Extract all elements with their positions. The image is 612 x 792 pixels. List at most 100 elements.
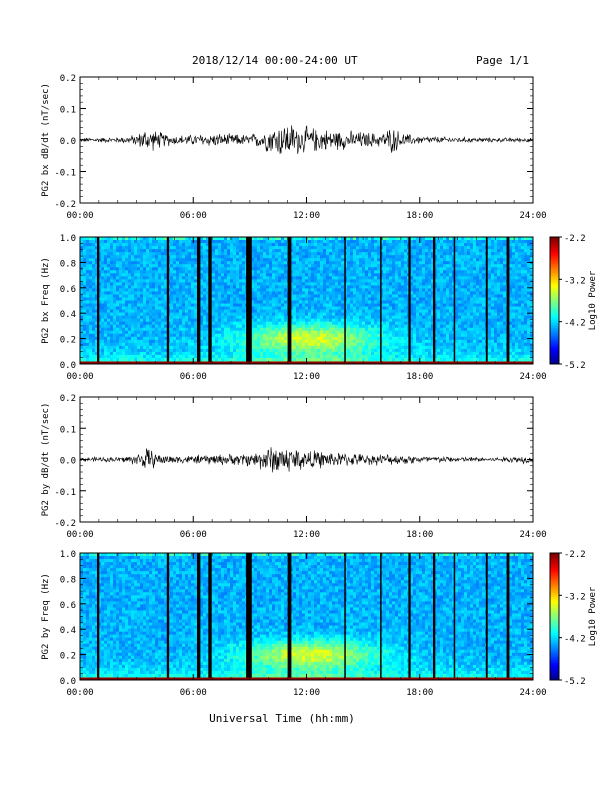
bx-spec-cell xyxy=(320,333,324,338)
bx-spec-cell xyxy=(221,237,225,241)
bx-spec-cell xyxy=(299,336,303,341)
bx-spec-cell xyxy=(257,270,261,274)
bx-spec-cell xyxy=(416,309,420,313)
bx-spec-cell xyxy=(284,288,288,292)
bx-spec-cell xyxy=(353,258,357,262)
bx-spec-cell xyxy=(191,288,195,292)
bx-spec-cell xyxy=(134,333,138,338)
bx-spec-cell xyxy=(392,288,396,292)
bx-spec-cell xyxy=(305,315,309,320)
bx-spec-cell xyxy=(146,261,150,265)
bx-spec-cell xyxy=(293,249,297,253)
bx-spec-cell xyxy=(155,267,159,271)
bx-spec-cell xyxy=(272,261,276,265)
bx-spec-cell xyxy=(302,282,306,286)
bx-spec-cell xyxy=(92,249,96,253)
bx-spec-cell xyxy=(188,276,192,280)
bx-spec-cell xyxy=(83,273,87,277)
bx-spec-cell xyxy=(251,285,255,289)
bx-spec-cell xyxy=(320,315,324,320)
bx-spec-cell xyxy=(401,309,405,313)
bx-spec-cell xyxy=(314,285,318,289)
bx-spec-cell xyxy=(359,267,363,271)
bx-spec-cell xyxy=(185,348,189,353)
bx-spec-cell xyxy=(164,330,168,335)
bx-spec-cell xyxy=(83,321,87,326)
bx-spec-cell xyxy=(353,282,357,286)
bx-spec-cell xyxy=(254,237,258,241)
bx-spec-cell xyxy=(362,336,366,341)
bx-spec-cell xyxy=(236,240,240,244)
bx-spec-cell xyxy=(191,240,195,244)
bx-spec-cell xyxy=(326,315,330,320)
bx-spec-cell xyxy=(80,348,84,353)
bx-spec-cell xyxy=(200,351,204,356)
bx-spec-cell xyxy=(317,252,321,256)
bx-spec-cell xyxy=(125,297,129,301)
bx-spec-cell xyxy=(170,297,174,301)
bx-spec-cell xyxy=(311,240,315,244)
bx-spec-cell xyxy=(158,252,162,256)
bx-spec-cell xyxy=(284,240,288,244)
bx-spec-cell xyxy=(353,327,357,332)
bx-spec-cell xyxy=(161,309,165,313)
bx-spec-cell xyxy=(332,315,336,320)
bx-spec-cell xyxy=(347,291,351,295)
bx-spec-cell xyxy=(389,354,393,359)
bx-spec-cell xyxy=(317,267,321,271)
bx-spec-cell xyxy=(404,348,408,353)
bx-spec-cell xyxy=(236,339,240,344)
bx-spec-cell xyxy=(281,354,285,359)
bx-spec-cell xyxy=(125,252,129,256)
bx-spec-cell xyxy=(182,288,186,292)
bx-spec-cell xyxy=(341,279,345,283)
bx-spec-cell xyxy=(116,255,120,259)
bx-spec-cell xyxy=(146,255,150,259)
bx-spec-cell xyxy=(140,258,144,262)
bx-spec-cell xyxy=(119,351,123,356)
bx-spec-cell xyxy=(131,351,135,356)
bx-spec-cell xyxy=(341,300,345,304)
bx-spec-cell xyxy=(176,273,180,277)
bx-spec-cell xyxy=(122,306,126,310)
bx-spec-cell xyxy=(416,321,420,326)
bx-spec-cell xyxy=(392,321,396,326)
bx-spec-cell xyxy=(170,279,174,283)
bx-spec-cell xyxy=(347,336,351,341)
bx-spec-cell xyxy=(308,261,312,265)
bx-spec-cell xyxy=(122,252,126,256)
bx-spec-cell xyxy=(230,264,234,268)
bx-spec-cell xyxy=(296,237,300,241)
bx-spec-cell xyxy=(155,306,159,310)
bx-spec-cell xyxy=(422,336,426,341)
bx-spec-cell xyxy=(194,285,198,289)
bx-spec-cell xyxy=(350,276,354,280)
bx-spec-cell xyxy=(392,267,396,271)
bx-spec-cell xyxy=(131,312,135,317)
bx-spec-cell xyxy=(350,333,354,338)
bx-spec-cell xyxy=(383,237,387,241)
bx-spec-cell xyxy=(353,348,357,353)
bx-spec-cell xyxy=(176,318,180,323)
bx-spec-cell xyxy=(377,294,381,298)
bx-spec-cell xyxy=(212,312,216,317)
bx-spec-cell xyxy=(221,258,225,262)
bx-spec-cell xyxy=(89,342,93,347)
bx-spec-cell xyxy=(101,351,105,356)
bx-spec-cell xyxy=(191,312,195,317)
bx-spec-cell xyxy=(185,309,189,313)
bx-spec-cell xyxy=(137,321,141,326)
bx-spec-cell xyxy=(191,294,195,298)
bx-spec-cell xyxy=(224,357,228,362)
bx-spec-cell xyxy=(146,243,150,247)
bx-spec-cell xyxy=(389,264,393,268)
bx-spec-cell xyxy=(146,270,150,274)
bx-spec-cell xyxy=(374,288,378,292)
bx-spec-cell xyxy=(413,348,417,353)
bx-spec-cell xyxy=(374,312,378,317)
bx-spec-cell xyxy=(380,273,384,277)
bx-spec-cell xyxy=(317,309,321,313)
bx-spec-cell xyxy=(236,288,240,292)
bx-spec-cell xyxy=(89,255,93,259)
bx-spec-cell xyxy=(218,291,222,295)
